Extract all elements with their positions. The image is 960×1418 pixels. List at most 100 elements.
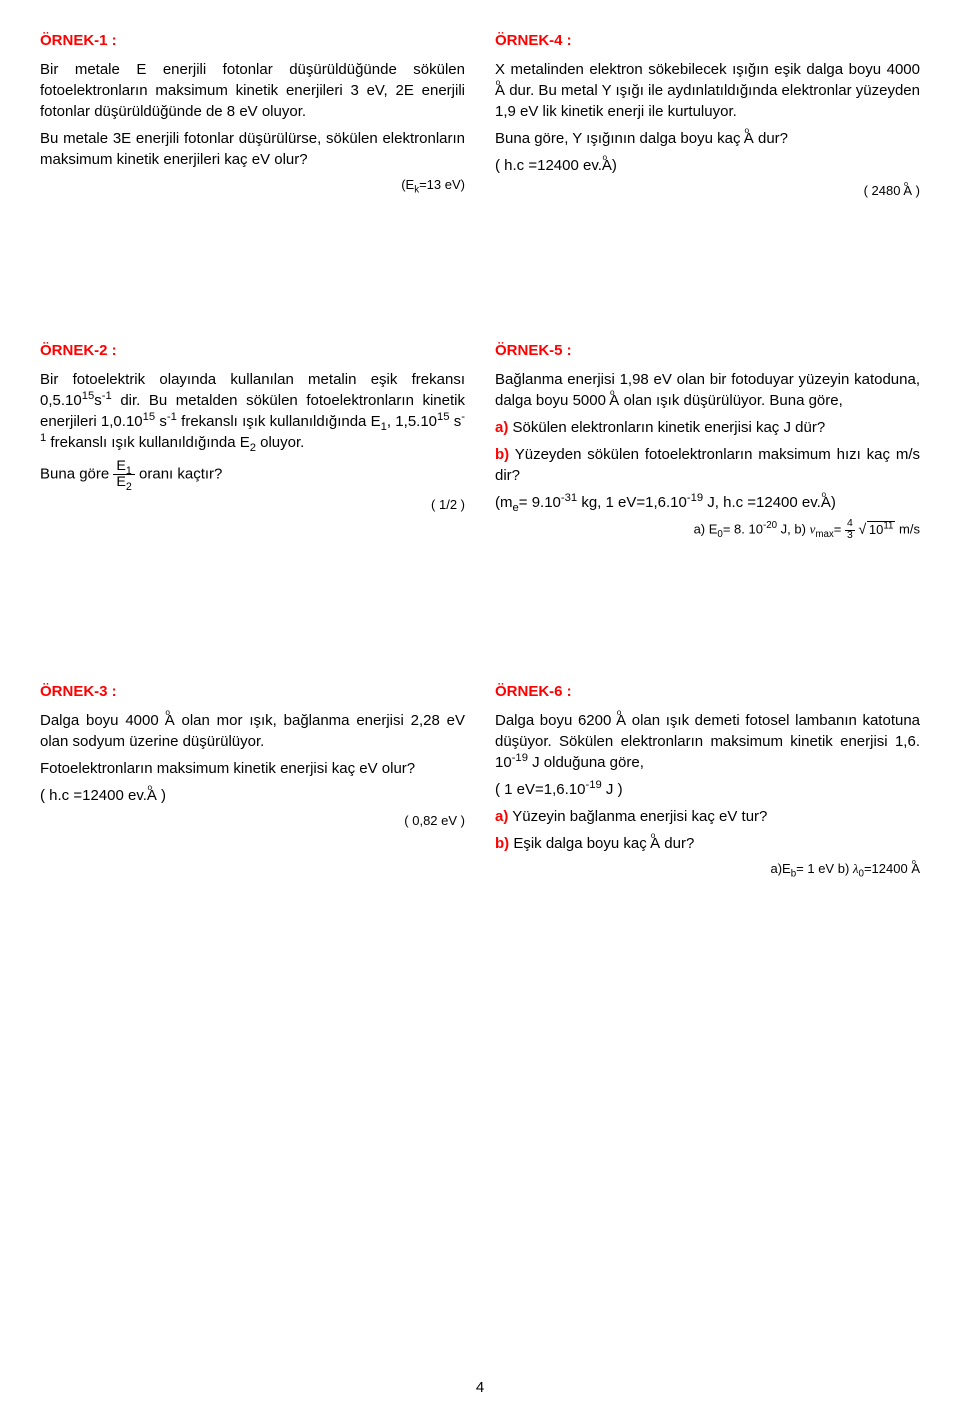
row-examples-3-6: ÖRNEK-3 : Dalga boyu 4000 A olan mor ışı… [40,681,920,878]
tb2: dur? [660,835,694,852]
ga: ( h.c =12400 ev. [495,157,602,174]
t: oluyor. [256,434,304,451]
qa: Buna göre [40,466,113,483]
vmax: max [815,529,833,540]
label-b: b) [495,446,509,463]
angstrom: A [744,130,754,147]
qa: Buna göre, Y ışığının dalga boyu kaç [495,130,744,147]
given: (me= 9.10-31 kg, 1 eV=1,6.10-19 J, h.c =… [495,492,920,513]
radicand: 1011 [867,521,896,537]
fraction-e1-e2: E1 E2 [113,459,134,490]
tb1: Eşik dalga boyu kaç [509,835,650,852]
frac-4-3: 43 [845,519,855,541]
t: Dalga boyu 6200 [495,712,616,729]
e: E [116,458,126,474]
option-a: a) Sökülen elektronların kinetik enerjis… [495,417,920,438]
t: s [450,413,462,430]
t: 10 [869,522,883,537]
angstrom: A [903,183,912,198]
angstrom: A [821,494,831,511]
t: frekanslı ışık kullanıldığında E [46,434,249,451]
t: J, b) [777,522,810,537]
t: J ) [602,781,623,798]
angstrom: A [911,861,920,876]
text-a: Yüzeyin bağlanma enerjisi kaç eV tur? [508,808,767,825]
t: , 1,5.10 [387,413,437,430]
body: Bir fotoelektrik olayında kullanılan met… [40,369,465,453]
p1b: dur. Bu metal Y ışığı ile aydınlatıldığı… [495,82,920,120]
t: = 8. 10 [723,522,763,537]
t: ) [157,787,166,804]
body: Dalga boyu 6200 A olan ışık demeti fotos… [495,710,920,773]
t: a)E [770,861,790,876]
eq: = [834,522,845,537]
body: Bağlanma enerjisi 1,98 eV olan bir fotod… [495,369,920,411]
ans-prefix: (E [401,177,414,192]
given: ( h.c =12400 ev.A) [495,155,920,176]
t: Dalga boyu 4000 [40,712,165,729]
sup-31: -31 [561,492,577,504]
row-examples-1-4: ÖRNEK-1 : Bir metale E enerjili fotonlar… [40,30,920,200]
t: ( 1 eV=1,6.10 [495,781,585,798]
body: X metalinden elektron sökebilecek ışığın… [495,59,920,122]
units: m/s [895,522,920,537]
title: ÖRNEK-3 : [40,681,465,702]
question: Buna göre E1 E2 oranı kaçtır? [40,459,465,490]
t: kg, 1 eV=1,6.10 [577,494,687,511]
option-a: a) Yüzeyin bağlanma enerjisi kaç eV tur? [495,806,920,827]
t: J, h.c =12400 ev. [703,494,821,511]
t: olan ışık düşürülüyor. Buna göre, [619,392,842,409]
title: ÖRNEK-2 : [40,340,465,361]
gb: ) [612,157,617,174]
answer: ( 1/2 ) [40,496,465,514]
option-b: b) Eşik dalga boyu kaç A dur? [495,833,920,854]
label-a: a) [495,419,508,436]
question: Buna göre, Y ışığının dalga boyu kaç A d… [495,128,920,149]
sup-1: -1 [167,411,177,423]
t: frekanslı ışık kullanıldığında E [177,413,381,430]
answer: ( 2480 A ) [495,182,920,200]
t: s [155,413,167,430]
angstrom: A [616,712,626,729]
den: 3 [845,531,855,541]
angstrom: A [650,835,660,852]
t: =12400 [864,861,911,876]
sup11: 11 [883,520,893,531]
ans-suffix: =13 eV) [419,177,465,192]
angstrom: A [147,787,157,804]
text-a: Sökülen elektronların kinetik enerjisi k… [508,419,825,436]
ab: ) [912,183,920,198]
option-b: b) Yüzeyden sökülen fotoelektronların ma… [495,444,920,486]
page-number: 4 [476,1377,484,1398]
example-2: ÖRNEK-2 : Bir fotoelektrik olayında kull… [40,340,465,541]
sqrt: 1011 [858,521,895,539]
num: 4 [845,519,855,530]
num: E1 [113,459,134,475]
angstrom: A [602,157,612,174]
title: ÖRNEK-6 : [495,681,920,702]
t: a) E [694,522,718,537]
row-examples-2-5: ÖRNEK-2 : Bir fotoelektrik olayında kull… [40,340,920,541]
answer: ( 0,82 eV ) [40,812,465,830]
page-content: ÖRNEK-1 : Bir metale E enerjili fotonlar… [40,30,920,878]
e: E [116,474,126,490]
body: Dalga boyu 4000 A olan mor ışık, bağlanm… [40,710,465,752]
example-3: ÖRNEK-3 : Dalga boyu 4000 A olan mor ışı… [40,681,465,878]
den: E2 [113,475,134,490]
given: ( 1 eV=1,6.10-19 J ) [495,779,920,800]
angstrom: A [165,712,175,729]
title: ÖRNEK-5 : [495,340,920,361]
aa: ( 2480 [864,183,904,198]
sup-19: -19 [585,779,601,791]
qb: dur? [754,130,788,147]
answer: (Ek=13 eV) [40,176,465,194]
t: ( h.c =12400 ev. [40,787,147,804]
given: ( h.c =12400 ev.A ) [40,785,465,806]
example-4: ÖRNEK-4 : X metalinden elektron sökebile… [495,30,920,200]
sup15: 15 [437,411,450,423]
sup-1: -1 [102,390,112,402]
angstrom: A [609,392,619,409]
sup-19: -19 [687,492,703,504]
label-a: a) [495,808,508,825]
qb: oranı kaçtır? [139,466,222,483]
